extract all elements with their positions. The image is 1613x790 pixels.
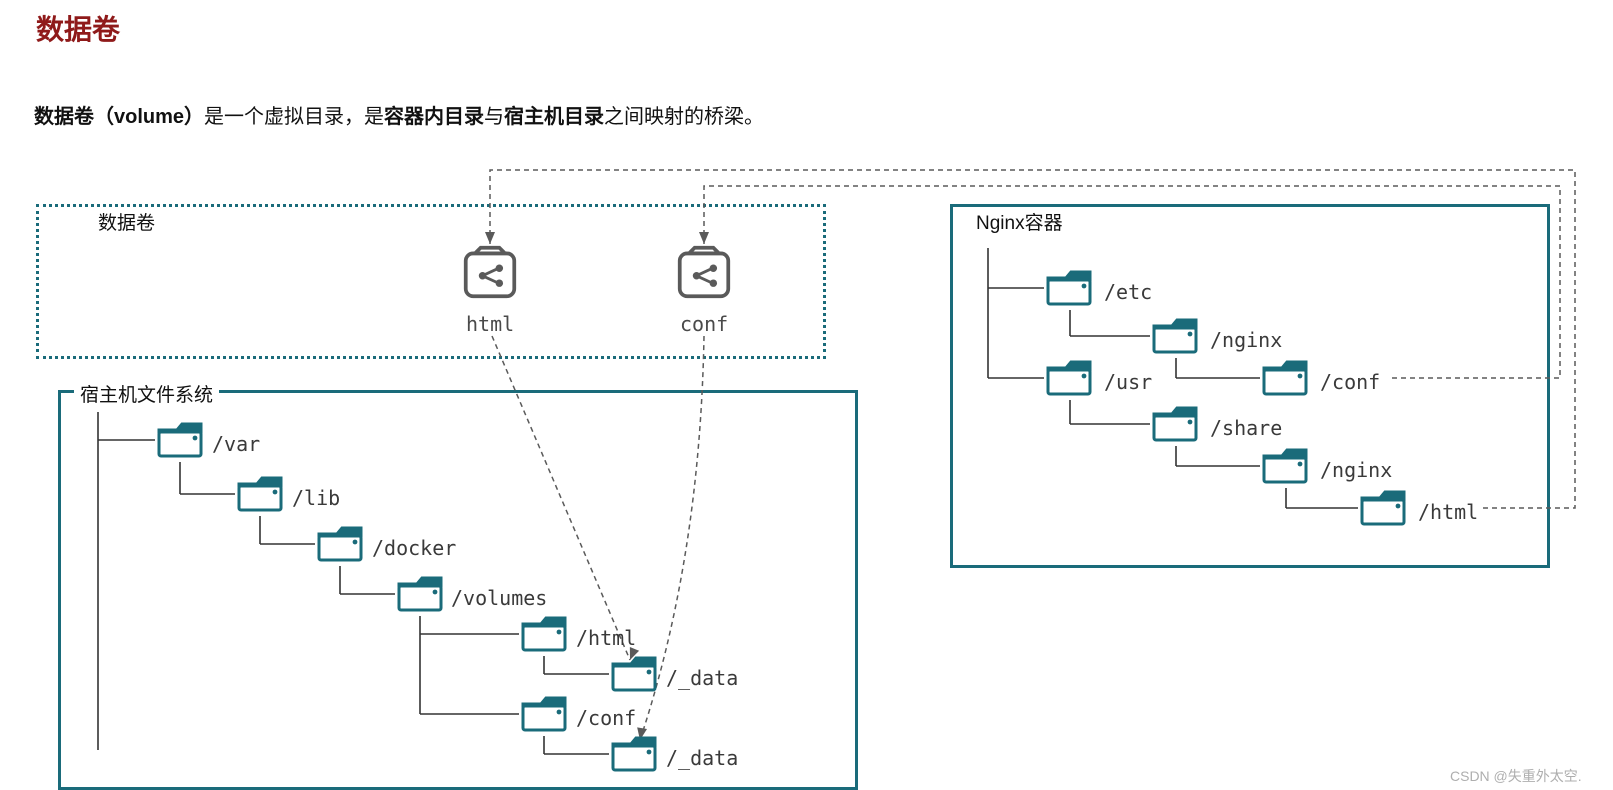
folder-label: /_data [666, 666, 738, 690]
folder-label: /usr [1104, 370, 1152, 394]
folder-icon [1260, 358, 1310, 403]
folder-icon [609, 654, 659, 699]
folder-icon [155, 420, 205, 465]
volume-label: conf [680, 312, 728, 336]
folder-icon [395, 574, 445, 619]
folder-icon [1150, 316, 1200, 361]
watermark: CSDN @失重外太空. [1450, 766, 1582, 786]
folder-label: /volumes [451, 586, 547, 610]
folder-icon [519, 694, 569, 739]
folder-label: /share [1210, 416, 1282, 440]
folder-label: /lib [292, 486, 340, 510]
folder-label: /nginx [1210, 328, 1282, 352]
folder-icon [1358, 488, 1408, 533]
folder-label: /conf [576, 706, 636, 730]
folder-icon [235, 474, 285, 519]
folder-label: /html [576, 626, 636, 650]
nginx-panel-label: Nginx容器 [970, 208, 1069, 235]
folder-label: /nginx [1320, 458, 1392, 482]
subtitle-paragraph: 数据卷（volume）是一个虚拟目录，是容器内目录与宿主机目录之间映射的桥梁。 [34, 100, 764, 129]
page-title: 数据卷 [36, 8, 120, 48]
share-icon [676, 244, 732, 300]
folder-label: /html [1418, 500, 1478, 524]
host-fs-panel-label: 宿主机文件系统 [74, 380, 219, 407]
folder-label: /etc [1104, 280, 1152, 304]
volumes-panel-label: 数据卷 [92, 208, 161, 235]
folder-icon [315, 524, 365, 569]
folder-icon [1260, 446, 1310, 491]
folder-icon [519, 614, 569, 659]
folder-icon [1150, 404, 1200, 449]
volume-label: html [466, 312, 514, 336]
folder-label: /conf [1320, 370, 1380, 394]
folder-icon [1044, 358, 1094, 403]
folder-label: /var [212, 432, 260, 456]
share-icon [462, 244, 518, 300]
folder-icon [609, 734, 659, 779]
folder-label: /docker [372, 536, 456, 560]
folder-icon [1044, 268, 1094, 313]
folder-label: /_data [666, 746, 738, 770]
